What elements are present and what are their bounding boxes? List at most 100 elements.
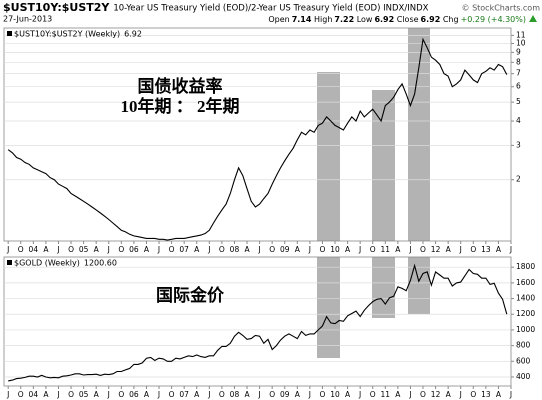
legend-swatch [7,31,12,36]
legend-swatch [7,260,12,265]
x-tick-label: J [157,245,160,254]
x-tick-label: J [459,245,462,254]
series-line [7,37,508,241]
x-tick-label: O [219,390,225,399]
legend-value: 6.92 [124,30,142,39]
x-tick-label: 11 [381,245,391,254]
y-tick-label: 6 [516,82,521,91]
x-tick-label: J [6,245,9,254]
copyright: © StockCharts.com [462,4,541,13]
x-tick-label: O [269,245,275,254]
x-tick-label: 06 [129,245,139,254]
x-tick-label: J [257,245,260,254]
x-tick-label: A [144,245,150,254]
x-tick-label: 12 [431,390,441,399]
highlight-band [317,72,340,241]
x-tick-label: J [308,245,311,254]
x-tick-label: 05 [79,245,89,254]
y-tick-label: 1600 [516,278,535,287]
annotation: 国际金价 [156,285,225,305]
quote-value: 6.92 [374,15,394,24]
x-tick-label: 10 [330,245,340,254]
date: 27-Jun-2013 [3,15,52,24]
x-tick-label: A [244,245,250,254]
y-tick-label: 2 [516,175,521,184]
legend-name: $GOLD (Weekly) [14,259,80,268]
x-tick-label: A [395,390,401,399]
x-tick-label: J [308,390,311,399]
x-tick-label: J [56,390,59,399]
legend-value: 1200.60 [84,259,117,268]
plot-frame [3,256,512,387]
x-tick-label: O [269,390,275,399]
x-tick-label: 10 [330,390,340,399]
x-tick-label: J [6,390,9,399]
x-tick-label: O [319,390,325,399]
change-value: +0.29 (+4.30%) [461,15,526,24]
x-tick-label: O [370,245,376,254]
x-tick-label: 07 [179,245,189,254]
quote-label: Close [397,15,419,24]
x-tick-label: 13 [481,245,491,254]
x-tick-label: 04 [29,245,39,254]
x-tick-label: J [408,390,411,399]
x-tick-label: J [459,390,462,399]
x-tick-label: 09 [280,245,290,254]
x-tick-label: 08 [230,245,240,254]
x-tick-label: A [94,390,100,399]
x-tick-label: A [345,245,351,254]
x-tick-label: A [144,390,150,399]
x-tick-label: 08 [230,390,240,399]
x-tick-label: 09 [280,390,290,399]
x-tick-label: J [358,390,361,399]
x-tick-label: O [420,390,426,399]
x-tick-label: O [18,245,24,254]
legend-name: $UST10Y:$UST2Y (Weekly) [14,30,120,39]
quote-value: 7.14 [292,15,312,24]
y-tick-label: 800 [516,341,531,350]
x-tick-label: A [194,390,200,399]
highlight-band [408,257,430,314]
x-tick-label: A [43,390,49,399]
x-tick-label: O [219,245,225,254]
x-tick-label: 13 [481,390,491,399]
y-tick-label: 4 [516,116,521,125]
y-tick-label: 10 [516,38,526,47]
x-tick-label: O [470,390,476,399]
description: 10-Year US Treasury Yield (EOD)/2-Year U… [113,4,428,14]
x-tick-label: O [118,390,124,399]
y-tick-label: 1000 [516,325,535,334]
highlight-band [408,28,430,241]
x-tick-label: J [509,245,512,254]
highlight-band [317,257,340,358]
x-tick-label: O [470,245,476,254]
quote-value: 7.22 [334,15,354,24]
x-tick-label: J [207,245,210,254]
y-tick-label: 600 [516,356,531,365]
x-tick-label: J [509,390,512,399]
x-tick-label: A [43,245,49,254]
x-tick-label: A [295,245,301,254]
y-tick-label: 11 [516,30,526,39]
quote-label: High [314,15,332,24]
x-tick-label: A [244,390,250,399]
y-tick-label: 1400 [516,294,535,303]
x-tick-label: A [496,245,502,254]
x-tick-label: J [408,245,411,254]
y-tick-label: 3 [516,140,521,149]
x-tick-label: O [118,245,124,254]
x-tick-label: J [107,245,110,254]
x-tick-label: J [157,390,160,399]
x-tick-label: O [319,245,325,254]
quote-value: 6.92 [421,15,441,24]
x-tick-label: A [295,390,301,399]
highlight-band [372,257,395,318]
x-tick-label: 06 [129,390,139,399]
x-tick-label: A [94,245,100,254]
x-tick-label: O [68,390,74,399]
y-tick-label: 9 [516,47,521,56]
x-tick-label: A [446,245,452,254]
x-tick-label: J [207,390,210,399]
quote-label: Low [357,15,373,24]
x-tick-label: J [107,390,110,399]
